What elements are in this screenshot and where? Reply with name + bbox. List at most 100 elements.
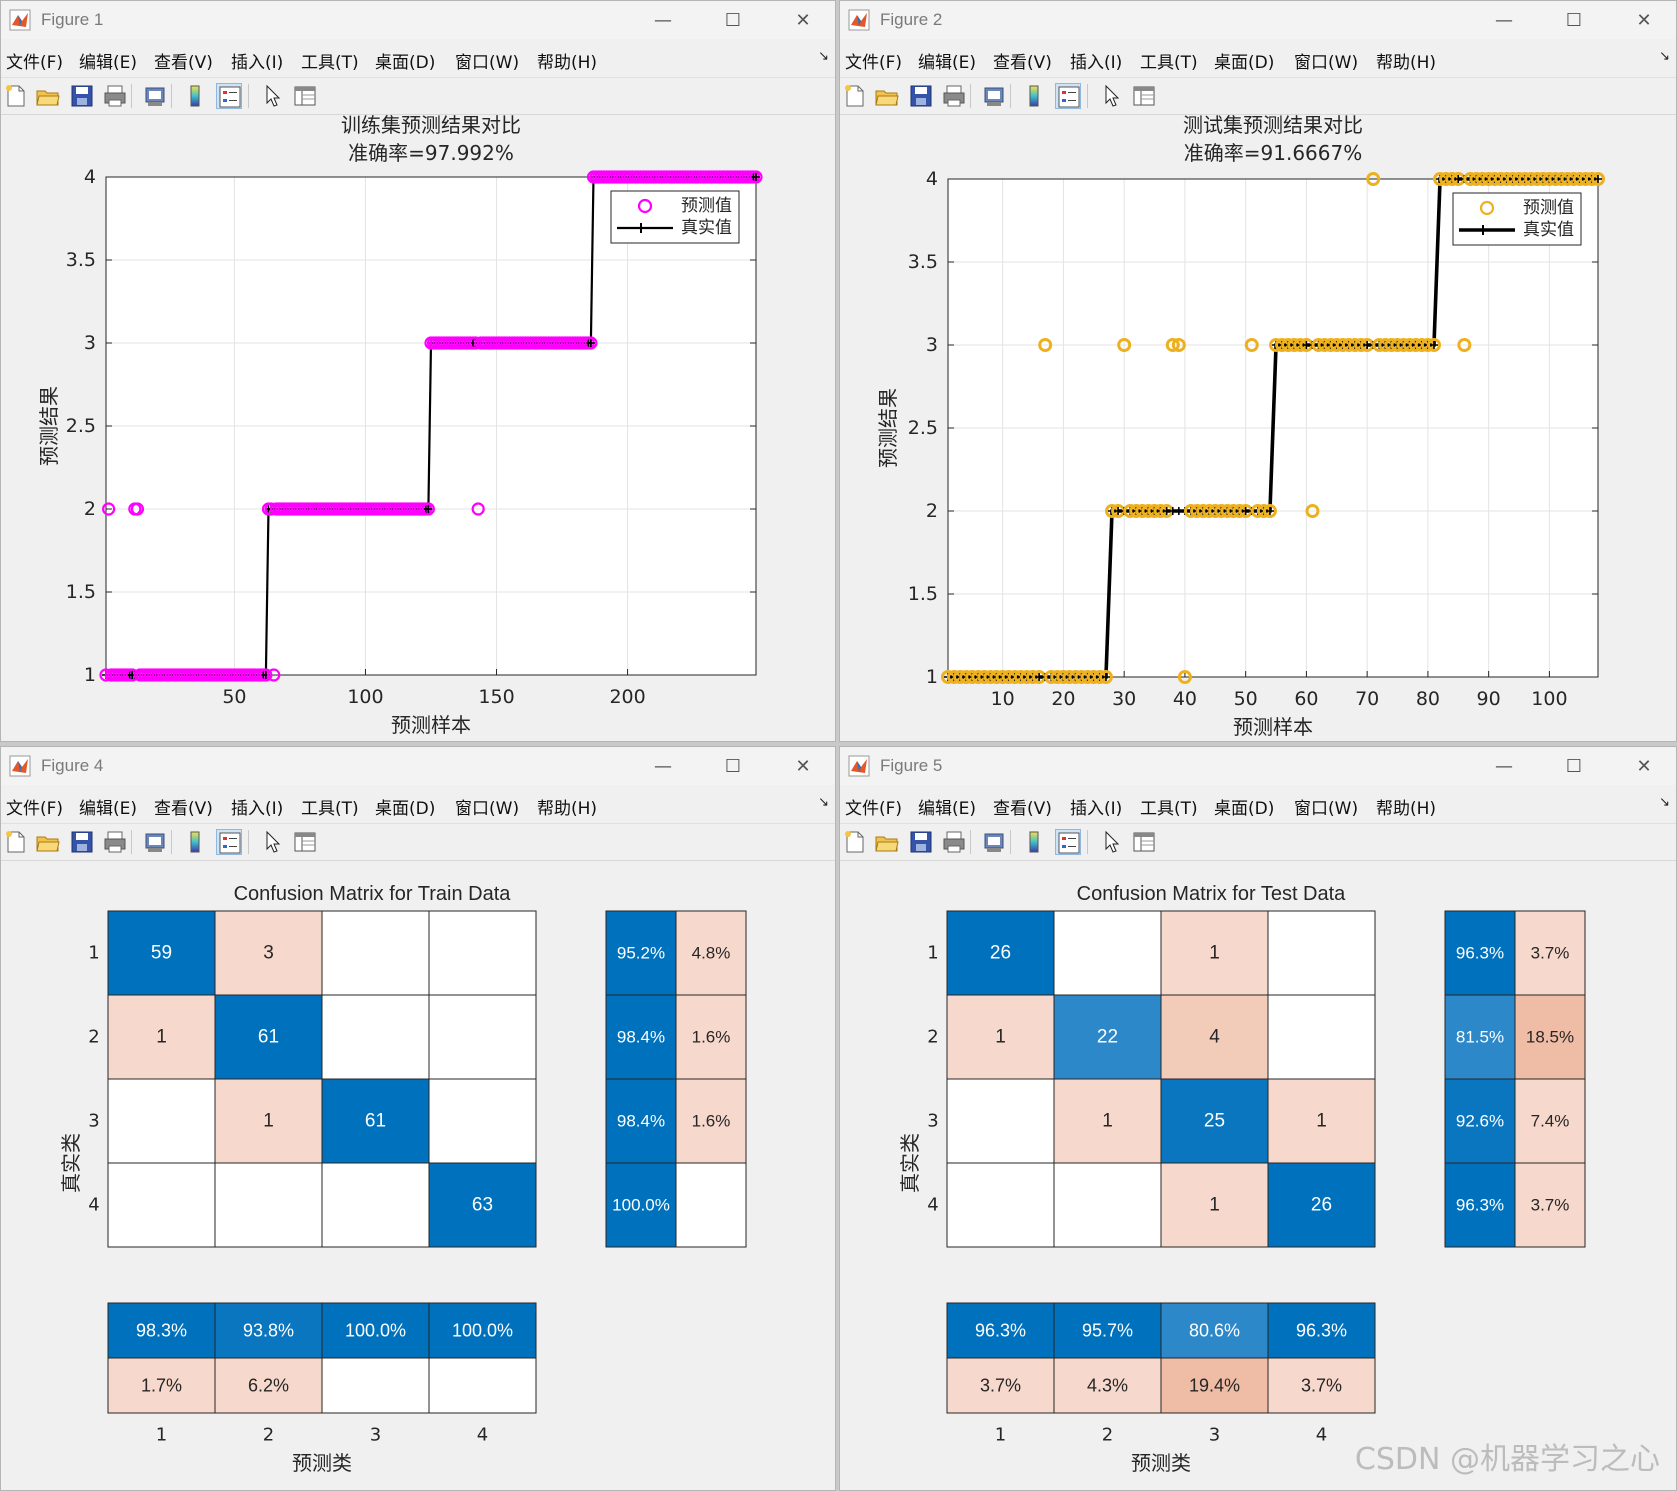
minimize-button[interactable]: — — [1495, 9, 1513, 31]
x-tick-label: 100 — [347, 686, 383, 708]
colorbar-icon[interactable] — [1021, 83, 1047, 109]
menu-help[interactable]: 帮助(H) — [537, 799, 598, 819]
print-preview-icon[interactable] — [981, 83, 1007, 109]
print-icon[interactable] — [941, 83, 967, 109]
dock-arrow-icon[interactable]: ↘ — [818, 795, 829, 810]
menu-view[interactable]: 查看(V) — [993, 53, 1052, 73]
colorbar-icon[interactable] — [182, 83, 208, 109]
print-icon[interactable] — [102, 83, 128, 109]
menu-file[interactable]: 文件(F) — [6, 53, 64, 73]
predicted-point — [1038, 338, 1053, 352]
x-tick-label: 60 — [1294, 688, 1318, 710]
menu-tools[interactable]: 工具(T) — [301, 799, 359, 819]
save-icon[interactable] — [69, 829, 95, 855]
menu-window[interactable]: 窗口(W) — [1294, 53, 1359, 73]
legend-icon[interactable] — [1055, 83, 1081, 109]
menu-window[interactable]: 窗口(W) — [455, 53, 520, 73]
print-icon[interactable] — [102, 829, 128, 855]
matrix-cell — [1160, 994, 1269, 1080]
menu-tools[interactable]: 工具(T) — [301, 53, 359, 73]
open-folder-icon[interactable] — [874, 829, 900, 855]
print-icon[interactable] — [941, 829, 967, 855]
menu-insert[interactable]: 插入(I) — [231, 799, 284, 819]
minimize-button[interactable]: — — [654, 9, 672, 31]
menu-edit[interactable]: 编辑(E) — [79, 53, 138, 73]
print-preview-icon[interactable] — [981, 829, 1007, 855]
menu-insert[interactable]: 插入(I) — [231, 53, 284, 73]
property-editor-icon[interactable] — [1131, 83, 1157, 109]
menu-file[interactable]: 文件(F) — [845, 799, 903, 819]
menu-view[interactable]: 查看(V) — [154, 53, 213, 73]
dock-arrow-icon[interactable]: ↘ — [818, 49, 829, 64]
minimize-button[interactable]: — — [1495, 755, 1513, 777]
legend-icon[interactable] — [1055, 829, 1081, 855]
menu-desktop[interactable]: 桌面(D) — [375, 799, 436, 819]
property-editor-icon[interactable] — [292, 829, 318, 855]
menu-help[interactable]: 帮助(H) — [1376, 53, 1437, 73]
pointer-icon[interactable] — [1098, 829, 1124, 855]
menu-file[interactable]: 文件(F) — [6, 799, 64, 819]
close-button[interactable]: ✕ — [795, 9, 811, 31]
dock-arrow-icon[interactable]: ↘ — [1659, 49, 1670, 64]
save-icon[interactable] — [908, 829, 934, 855]
menu-edit[interactable]: 编辑(E) — [79, 799, 138, 819]
new-file-icon[interactable] — [3, 83, 29, 109]
menu-insert[interactable]: 插入(I) — [1070, 53, 1123, 73]
open-folder-icon[interactable] — [35, 829, 61, 855]
print-preview-icon[interactable] — [142, 829, 168, 855]
legend-true-label: 真实值 — [1523, 220, 1574, 240]
menu-insert[interactable]: 插入(I) — [1070, 799, 1123, 819]
title-bar[interactable]: Figure 2 — ☐ ✕ — [840, 1, 1676, 39]
menu-desktop[interactable]: 桌面(D) — [375, 53, 436, 73]
colorbar-icon[interactable] — [182, 829, 208, 855]
close-button[interactable]: ✕ — [1636, 755, 1652, 777]
dock-arrow-icon[interactable]: ↘ — [1659, 795, 1670, 810]
pointer-icon[interactable] — [259, 829, 285, 855]
minimize-button[interactable]: — — [654, 755, 672, 777]
x-tick-label: 150 — [478, 686, 514, 708]
menu-edit[interactable]: 编辑(E) — [918, 799, 977, 819]
maximize-button[interactable]: ☐ — [1565, 9, 1583, 31]
title-bar[interactable]: Figure 1 — ☐ ✕ — [1, 1, 835, 39]
figure-5-window: Figure 5 — ☐ ✕ 文件(F) 编辑(E) 查看(V) 插入(I) 工… — [839, 746, 1677, 1491]
menu-bar: 文件(F) 编辑(E) 查看(V) 插入(I) 工具(T) 桌面(D) 窗口(W… — [840, 39, 1676, 78]
title-bar[interactable]: Figure 5 — ☐ ✕ — [840, 747, 1676, 785]
matrix-cell — [1267, 1162, 1376, 1248]
maximize-button[interactable]: ☐ — [724, 755, 742, 777]
menu-view[interactable]: 查看(V) — [154, 799, 213, 819]
close-button[interactable]: ✕ — [1636, 9, 1652, 31]
property-editor-icon[interactable] — [292, 83, 318, 109]
maximize-button[interactable]: ☐ — [1565, 755, 1583, 777]
matrix-cell — [946, 1162, 1055, 1248]
menu-desktop[interactable]: 桌面(D) — [1214, 799, 1275, 819]
maximize-button[interactable]: ☐ — [724, 9, 742, 31]
save-icon[interactable] — [908, 83, 934, 109]
menu-tools[interactable]: 工具(T) — [1140, 53, 1198, 73]
open-folder-icon[interactable] — [35, 83, 61, 109]
menu-desktop[interactable]: 桌面(D) — [1214, 53, 1275, 73]
legend-icon[interactable] — [216, 829, 242, 855]
close-button[interactable]: ✕ — [795, 755, 811, 777]
menu-help[interactable]: 帮助(H) — [1376, 799, 1437, 819]
menu-tools[interactable]: 工具(T) — [1140, 799, 1198, 819]
menu-window[interactable]: 窗口(W) — [1294, 799, 1359, 819]
matrix-cell-value: 61 — [365, 1111, 386, 1132]
new-file-icon[interactable] — [3, 829, 29, 855]
open-folder-icon[interactable] — [874, 83, 900, 109]
legend-icon[interactable] — [216, 83, 242, 109]
menu-file[interactable]: 文件(F) — [845, 53, 903, 73]
menu-window[interactable]: 窗口(W) — [455, 799, 520, 819]
matrix-cell-value: 1 — [1102, 1111, 1113, 1132]
new-file-icon[interactable] — [842, 829, 868, 855]
menu-help[interactable]: 帮助(H) — [537, 53, 598, 73]
print-preview-icon[interactable] — [142, 83, 168, 109]
pointer-icon[interactable] — [259, 83, 285, 109]
menu-view[interactable]: 查看(V) — [993, 799, 1052, 819]
property-editor-icon[interactable] — [1131, 829, 1157, 855]
menu-edit[interactable]: 编辑(E) — [918, 53, 977, 73]
pointer-icon[interactable] — [1098, 83, 1124, 109]
colorbar-icon[interactable] — [1021, 829, 1047, 855]
new-file-icon[interactable] — [842, 83, 868, 109]
save-icon[interactable] — [69, 83, 95, 109]
title-bar[interactable]: Figure 4 — ☐ ✕ — [1, 747, 835, 785]
